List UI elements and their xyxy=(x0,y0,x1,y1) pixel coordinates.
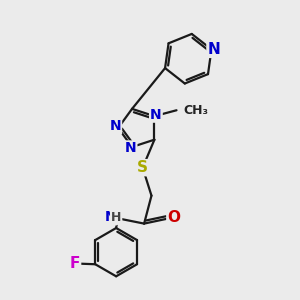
Text: N: N xyxy=(150,108,162,122)
Text: CH₃: CH₃ xyxy=(183,104,208,117)
Text: N: N xyxy=(125,141,136,155)
Text: O: O xyxy=(167,210,180,225)
Text: F: F xyxy=(70,256,80,271)
Text: N: N xyxy=(110,119,121,134)
Text: S: S xyxy=(137,160,148,175)
Text: N: N xyxy=(208,42,220,57)
Text: N: N xyxy=(104,210,116,224)
Text: H: H xyxy=(111,211,121,224)
